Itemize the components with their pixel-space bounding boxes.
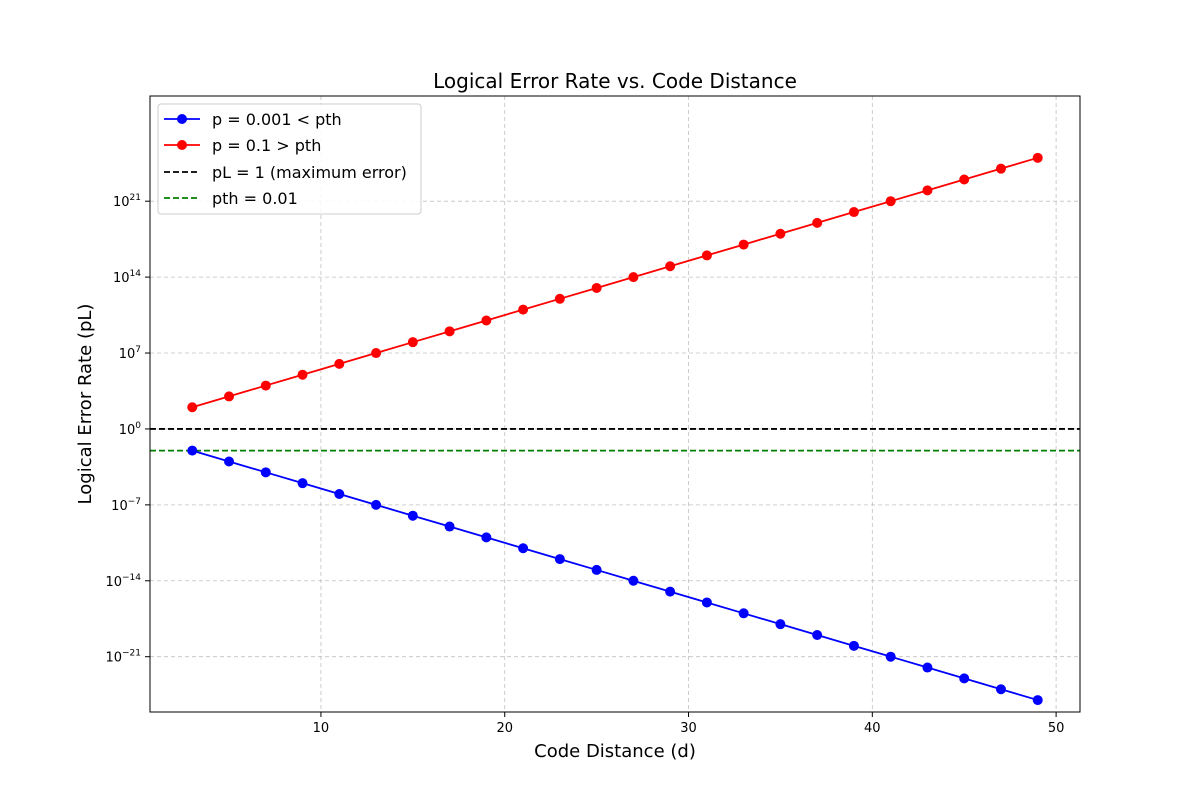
data-point [885,651,896,662]
x-tick-label: 50 [1048,721,1065,736]
data-point [959,673,970,684]
data-point [995,163,1006,174]
legend-box [157,103,422,215]
data-point [775,619,786,630]
chart-title: Logical Error Rate vs. Code Distance [433,69,797,93]
legend-marker-low-p [177,114,187,124]
data-point [297,478,308,489]
legend-label-high-p: p = 0.1 > pth [212,136,321,155]
data-point [738,608,749,619]
data-point [260,380,271,391]
data-point [591,282,602,293]
data-point [812,630,823,640]
legend: p = 0.001 < pth p = 0.1 > pth pL = 1 (ma… [157,103,422,215]
data-point [775,228,786,239]
data-point [701,597,712,608]
data-point [665,586,676,597]
x-axis-label: Code Distance (d) [534,741,696,762]
data-point [885,196,896,207]
data-point [407,337,418,348]
data-point [334,358,345,369]
data-point [260,467,271,478]
data-point [444,521,455,532]
legend-label-max-error: pL = 1 (maximum error) [212,163,407,182]
x-tick-label: 30 [680,721,697,736]
data-point [665,261,676,272]
data-point [1032,695,1043,706]
data-point [554,293,565,304]
data-point [187,445,198,456]
series-group-1 [187,152,1043,413]
y-axis-label: Logical Error Rate (pL) [75,304,96,505]
legend-marker-high-p [177,140,187,150]
data-point [628,272,639,283]
reference-line-layer [150,428,1080,452]
data-point [959,174,970,185]
data-point [701,250,712,261]
data-point [297,369,308,380]
data-point [848,207,859,218]
data-point [995,684,1006,695]
series-line [192,156,1038,409]
data-point [224,391,235,402]
data-point [812,217,823,228]
plot-frame [149,95,1081,713]
data-point [922,662,933,673]
data-point [224,456,235,467]
series-layer [187,152,1043,706]
data-point [554,554,565,565]
data-point [371,348,382,359]
legend-label-threshold: pth = 0.01 [212,189,298,208]
data-point [444,326,455,337]
x-tick-label: 10 [313,721,330,736]
data-point [518,543,529,554]
legend-label-low-p: p = 0.001 < pth [212,110,342,129]
data-point [481,532,492,543]
data-point [187,402,198,413]
data-point [334,489,345,500]
data-point [371,499,382,510]
x-tick-layer: 10 20 30 40 50 [313,712,1065,736]
series-line [192,449,1038,701]
data-point [591,564,602,575]
data-point [848,640,859,651]
data-point [407,510,418,521]
x-tick-label: 40 [864,721,881,736]
x-tick-label: 20 [496,721,513,736]
data-point [628,575,639,586]
data-point [922,185,933,196]
data-point [1032,152,1043,163]
data-point [738,239,749,250]
data-point [481,315,492,326]
data-point [518,304,529,315]
series-group-0 [187,445,1043,706]
